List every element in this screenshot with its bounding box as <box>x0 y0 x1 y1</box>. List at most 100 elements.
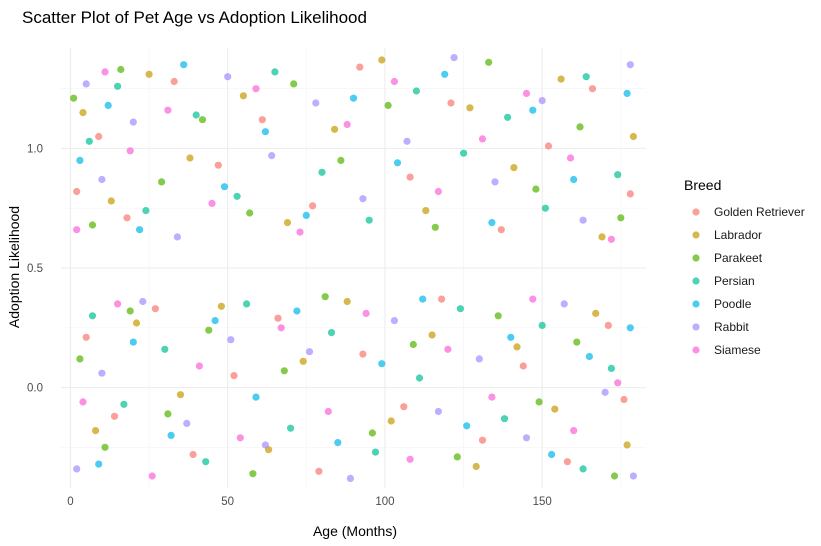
point-siamese <box>73 226 81 234</box>
point-labrador <box>513 343 521 351</box>
point-parakeet <box>205 326 213 334</box>
point-siamese <box>277 324 285 332</box>
point-labrador <box>472 462 480 471</box>
point-persian <box>88 312 97 320</box>
point-persian <box>287 424 295 432</box>
point-parakeet <box>409 340 417 349</box>
point-rabbit <box>183 419 191 427</box>
point-labrador <box>378 56 386 64</box>
x-tick-label: 0 <box>67 496 73 508</box>
point-poodle <box>104 101 112 109</box>
point-labrador <box>422 207 430 215</box>
legend-key-siamese <box>692 346 700 354</box>
point-rabbit <box>579 216 587 224</box>
point-golden-retriever <box>544 142 553 150</box>
point-siamese <box>252 85 260 93</box>
point-parakeet <box>576 123 584 131</box>
point-labrador <box>387 417 395 425</box>
point-persian <box>614 171 622 179</box>
point-golden-retriever <box>626 190 634 198</box>
legend-label-poodle: Poodle <box>714 297 752 311</box>
legend-label-persian: Persian <box>714 274 755 288</box>
point-labrador <box>176 391 185 399</box>
point-siamese <box>101 68 109 76</box>
point-persian <box>114 82 122 90</box>
point-rabbit <box>491 178 499 186</box>
point-persian <box>318 168 326 176</box>
point-poodle <box>167 431 175 439</box>
point-persian <box>456 305 464 313</box>
point-persian <box>412 87 420 95</box>
point-siamese <box>79 398 87 406</box>
point-golden-retriever <box>95 132 103 141</box>
point-parakeet <box>249 470 257 478</box>
point-golden-retriever <box>170 77 178 86</box>
point-rabbit <box>522 434 531 442</box>
x-tick-label: 100 <box>375 496 394 508</box>
point-poodle <box>293 307 301 315</box>
point-poodle <box>585 352 594 361</box>
point-golden-retriever <box>274 314 282 322</box>
point-poodle <box>76 156 84 164</box>
point-golden-retriever <box>519 362 527 370</box>
point-persian <box>120 400 128 408</box>
point-golden-retriever <box>73 187 81 196</box>
point-siamese <box>362 309 370 317</box>
point-labrador <box>623 441 631 449</box>
point-persian <box>142 207 150 215</box>
point-labrador <box>186 154 194 162</box>
point-labrador <box>331 125 339 133</box>
point-siamese <box>390 77 398 86</box>
point-siamese <box>488 393 496 401</box>
y-tick-label: 0.5 <box>27 263 43 275</box>
point-siamese <box>434 187 442 196</box>
point-poodle <box>136 226 144 234</box>
point-labrador <box>92 427 100 435</box>
point-persian <box>538 321 546 329</box>
legend-key-labrador <box>692 231 700 239</box>
point-persian <box>504 113 512 121</box>
point-poodle <box>507 333 515 341</box>
point-poodle <box>334 439 342 447</box>
point-poodle <box>95 460 103 468</box>
point-parakeet <box>88 221 97 229</box>
plot-grid <box>61 48 646 488</box>
point-poodle <box>548 450 556 459</box>
point-rabbit <box>601 388 609 396</box>
point-rabbit <box>434 407 442 416</box>
legend-key-rabbit <box>692 323 700 331</box>
point-rabbit <box>346 474 354 482</box>
point-parakeet <box>431 223 439 231</box>
point-siamese <box>478 135 487 143</box>
point-siamese <box>324 407 332 416</box>
legend-label-golden-retriever: Golden Retriever <box>714 205 805 219</box>
legend-key-parakeet <box>692 254 700 262</box>
point-rabbit <box>359 195 367 203</box>
point-golden-retriever <box>82 333 90 341</box>
point-parakeet <box>164 410 172 418</box>
point-golden-retriever <box>315 467 323 475</box>
point-siamese <box>195 362 203 370</box>
point-labrador <box>557 75 565 83</box>
point-rabbit <box>268 152 276 160</box>
point-siamese <box>148 472 156 480</box>
point-poodle <box>180 61 188 69</box>
point-rabbit <box>538 97 546 105</box>
point-persian <box>327 329 336 337</box>
point-siamese <box>607 235 616 243</box>
point-golden-retriever <box>230 372 238 380</box>
point-poodle <box>378 360 386 368</box>
point-parakeet <box>494 312 502 320</box>
point-golden-retriever <box>438 295 446 303</box>
point-poodle <box>529 106 537 114</box>
point-golden-retriever <box>258 116 266 124</box>
data-points <box>70 54 638 482</box>
point-siamese <box>126 147 134 155</box>
point-persian <box>271 68 279 76</box>
point-siamese <box>406 455 414 463</box>
point-labrador <box>79 109 87 117</box>
point-golden-retriever <box>588 85 597 93</box>
point-siamese <box>570 427 578 435</box>
legend-key-persian <box>692 277 700 285</box>
point-rabbit <box>475 355 483 363</box>
